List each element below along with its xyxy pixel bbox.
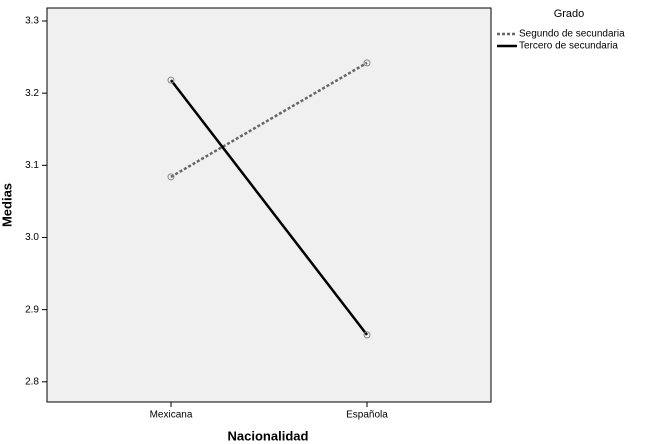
data-point [167, 76, 175, 84]
y-tick-label: 3.3 [25, 16, 39, 27]
series-line [170, 61, 368, 178]
legend-label: Tercero de secundaria [519, 41, 618, 52]
y-tick-label: 3.0 [25, 232, 39, 243]
y-tick-label: 2.8 [25, 376, 39, 387]
plot-area [46, 7, 492, 403]
y-axis-label: Medias [0, 183, 14, 227]
y-tick-label: 3.2 [25, 88, 39, 99]
legend-label: Segundo de secundaria [519, 29, 625, 40]
x-axis-label: Nacionalidad [228, 428, 309, 443]
x-tick-label: Mexicana [150, 410, 193, 421]
x-tick-label: Española [346, 410, 388, 421]
y-tick-label: 2.9 [25, 304, 39, 315]
data-point [363, 59, 371, 67]
y-tick-label: 3.1 [25, 160, 39, 171]
data-point [167, 173, 175, 181]
data-point [363, 331, 371, 339]
series-line [170, 79, 368, 336]
legend-title: Grado [554, 8, 585, 20]
